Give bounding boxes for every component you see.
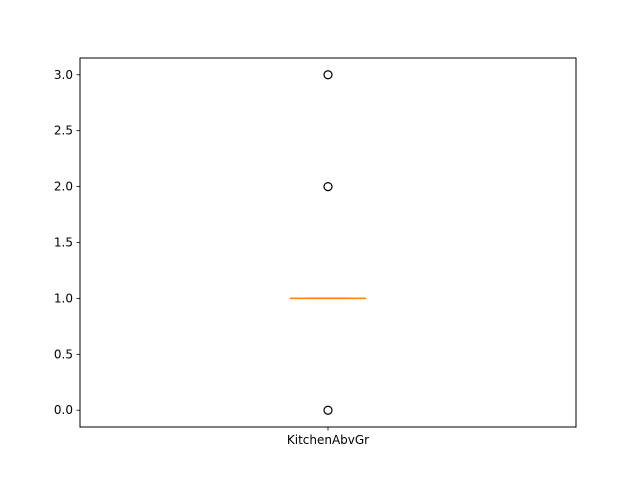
outlier-point: [323, 405, 333, 415]
outlier-point: [323, 181, 333, 192]
x-tick-label: KitchenAbvGr: [287, 433, 369, 447]
y-tick-label: 1.5: [54, 236, 73, 250]
outlier-point: [323, 70, 333, 80]
x-axis: KitchenAbvGr: [287, 427, 369, 447]
y-axis: 0.0 0.5 1.0 1.5 2.0 2.5 3.0: [54, 68, 80, 417]
y-tick-label: 2.5: [54, 124, 73, 138]
y-tick-label: 0.5: [54, 347, 73, 361]
y-tick-label: 0.0: [54, 403, 73, 417]
plot-content: [290, 70, 366, 415]
y-tick-label: 2.0: [54, 180, 73, 194]
y-tick-label: 1.0: [54, 291, 73, 305]
y-tick-label: 3.0: [54, 68, 73, 82]
